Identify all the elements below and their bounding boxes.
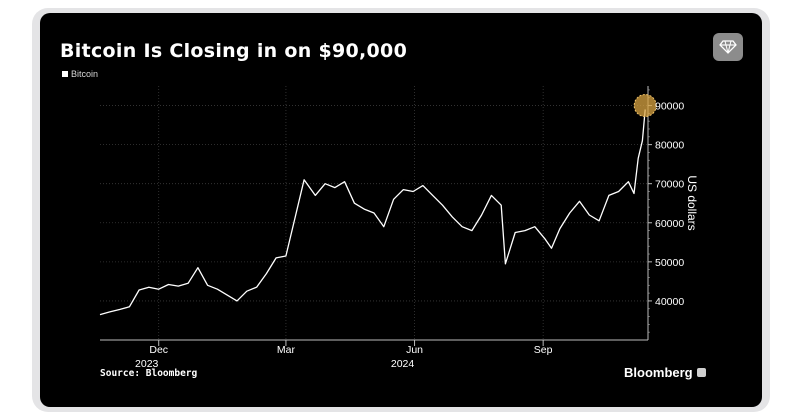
highlight-marker bbox=[633, 94, 657, 118]
y-tick-label: 60000 bbox=[655, 218, 684, 230]
bloomberg-logo: Bloomberg bbox=[624, 365, 706, 380]
y-tick-label: 70000 bbox=[655, 179, 684, 191]
legend: Bitcoin bbox=[62, 69, 98, 79]
legend-swatch bbox=[62, 71, 68, 77]
x-tick-label: Dec bbox=[149, 344, 168, 356]
x-year-label: 2023 bbox=[135, 358, 159, 370]
legend-label: Bitcoin bbox=[71, 69, 99, 79]
series-layer bbox=[99, 94, 657, 316]
axis-layer bbox=[100, 86, 652, 346]
y-tick-label: 90000 bbox=[655, 101, 684, 113]
chart-card bbox=[40, 13, 762, 407]
y-axis-title: US dollars bbox=[685, 175, 699, 230]
x-tick-label: Sep bbox=[534, 344, 553, 356]
y-tick-label: 50000 bbox=[655, 257, 684, 269]
y-tick-label: 80000 bbox=[655, 140, 684, 152]
x-tick-label: Jun bbox=[406, 344, 423, 356]
y-tick-label: 40000 bbox=[655, 296, 684, 308]
source-note: Source: Bloomberg bbox=[100, 368, 198, 379]
diamond-icon-glyph bbox=[719, 40, 737, 54]
label-layer: 40000 50000 60000 70000 80000 90000 Dec 2023 Mar… bbox=[135, 101, 699, 370]
diamond-icon[interactable] bbox=[713, 33, 743, 61]
brand-mark-icon bbox=[696, 368, 706, 377]
series-line-bitcoin bbox=[99, 109, 646, 316]
x-tick-label: Mar bbox=[277, 344, 296, 356]
x-year-label: 2024 bbox=[391, 358, 415, 370]
chart-title: Bitcoin Is Closing in on $90,000 bbox=[60, 40, 408, 62]
grid-layer bbox=[100, 86, 648, 340]
brand-label: Bloomberg bbox=[624, 365, 693, 380]
